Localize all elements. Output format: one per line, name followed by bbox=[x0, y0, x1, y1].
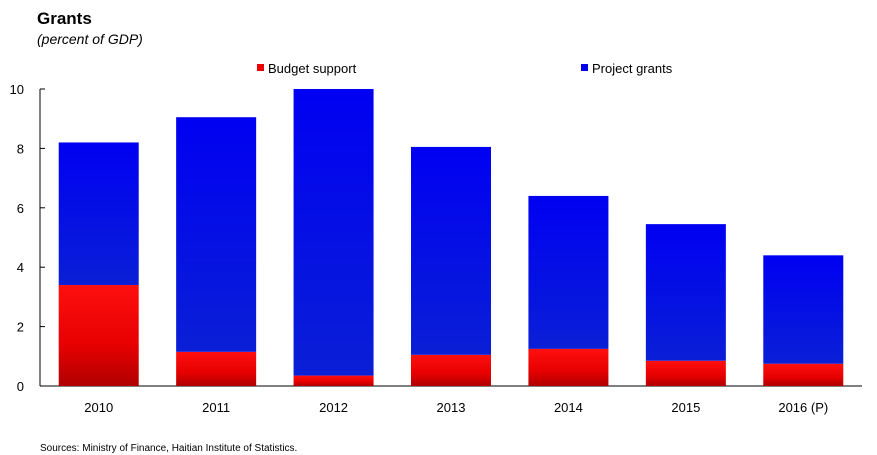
legend: Budget support Project grants bbox=[257, 61, 673, 76]
bar-project-grants-2012 bbox=[293, 89, 374, 376]
x-tick-label: 2014 bbox=[554, 400, 583, 415]
bars bbox=[58, 89, 844, 386]
y-tick-label: 8 bbox=[17, 141, 24, 156]
y-tick-label: 6 bbox=[17, 201, 24, 216]
bar-project-grants-2011 bbox=[176, 117, 257, 352]
bar-budget-support-2016-p bbox=[763, 363, 844, 386]
x-tick-label: 2012 bbox=[319, 400, 348, 415]
stacked-bar-chart: Budget support Project grants 0 2 4 6 8 10 20… bbox=[10, 61, 862, 415]
bar-project-grants-2015 bbox=[645, 224, 726, 361]
bar-budget-support-2011 bbox=[176, 351, 257, 386]
bar-budget-support-2013 bbox=[411, 354, 491, 386]
x-tick-labels: 2010 2011 2012 2013 2014 2015 2016 (P) bbox=[84, 400, 828, 415]
legend-swatch-project-grants bbox=[581, 64, 588, 71]
legend-label-budget-support: Budget support bbox=[268, 61, 357, 76]
x-tick-label: 2016 (P) bbox=[778, 400, 828, 415]
x-tick-label: 2011 bbox=[202, 400, 230, 415]
y-tick-label: 4 bbox=[17, 260, 24, 275]
chart-title: Grants bbox=[37, 9, 92, 28]
x-tick-label: 2013 bbox=[437, 400, 466, 415]
x-tick-label: 2015 bbox=[671, 400, 700, 415]
legend-swatch-budget-support bbox=[257, 64, 264, 71]
bar-budget-support-2014 bbox=[528, 348, 609, 386]
bar-project-grants-2010 bbox=[58, 142, 139, 286]
chart-subtitle: (percent of GDP) bbox=[37, 31, 143, 47]
legend-label-project-grants: Project grants bbox=[592, 61, 673, 76]
x-tick-label: 2010 bbox=[84, 400, 113, 415]
bar-budget-support-2010 bbox=[58, 285, 139, 386]
source-note: Sources: Ministry of Finance, Haitian In… bbox=[40, 443, 298, 454]
bar-project-grants-2016-p bbox=[763, 255, 844, 364]
bar-project-grants-2013 bbox=[411, 146, 491, 355]
y-tick-label: 10 bbox=[10, 82, 24, 97]
y-tick-label: 0 bbox=[17, 379, 24, 394]
bar-budget-support-2012 bbox=[293, 375, 374, 386]
bar-budget-support-2015 bbox=[645, 360, 726, 386]
y-tick-label: 2 bbox=[17, 320, 24, 335]
bar-project-grants-2014 bbox=[528, 195, 609, 349]
